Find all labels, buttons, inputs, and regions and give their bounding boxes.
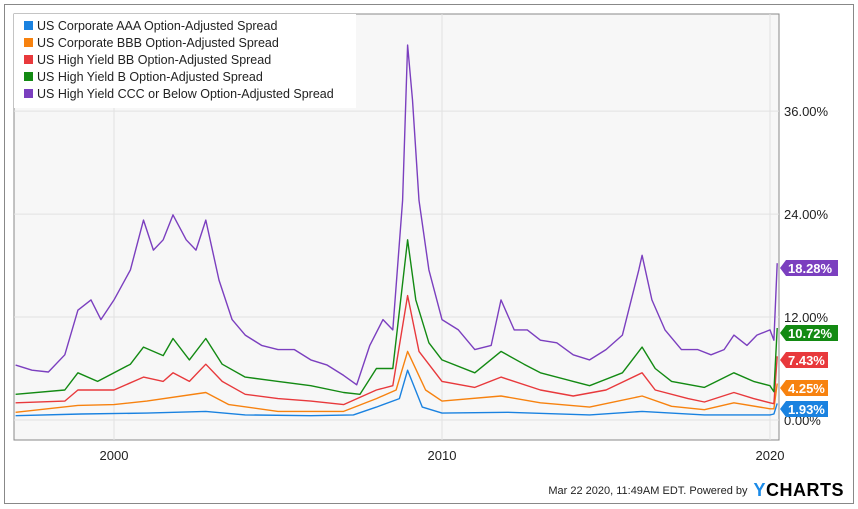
last-value-label: 18.28%	[788, 261, 833, 276]
legend-label: US High Yield CCC or Below Option-Adjust…	[37, 86, 334, 101]
legend-swatch	[24, 89, 33, 98]
legend-label: US High Yield B Option-Adjusted Spread	[37, 69, 263, 84]
series-line	[15, 350, 778, 413]
last-value-tag: 1.93%	[780, 401, 828, 417]
legend-label: US Corporate AAA Option-Adjusted Spread	[37, 18, 278, 33]
legend-label: US High Yield BB Option-Adjusted Spread	[37, 52, 272, 67]
ycharts-logo[interactable]: YCHARTS	[753, 480, 844, 500]
legend-item[interactable]: US High Yield CCC or Below Option-Adjust…	[14, 85, 356, 102]
powered-by: Powered by	[689, 484, 748, 497]
footer: Mar 22 2020, 11:49AM EDT. Powered by YCH…	[548, 480, 844, 501]
legend: US Corporate AAA Option-Adjusted Spread U…	[14, 14, 356, 108]
last-value-label: 7.43%	[788, 353, 825, 368]
legend-item[interactable]: US High Yield BB Option-Adjusted Spread	[14, 51, 356, 68]
last-value-label: 1.93%	[788, 402, 825, 417]
legend-swatch	[24, 21, 33, 30]
series-line	[15, 369, 778, 417]
x-tick-label: 2020	[756, 448, 785, 463]
x-tick-label: 2010	[428, 448, 457, 463]
legend-swatch	[24, 38, 33, 47]
y-tick-label: 12.00%	[784, 310, 829, 325]
y-tick-label: 36.00%	[784, 104, 829, 119]
legend-swatch	[24, 72, 33, 81]
last-value-label: 4.25%	[788, 381, 825, 396]
chart-frame	[4, 4, 854, 504]
legend-label: US Corporate BBB Option-Adjusted Spread	[37, 35, 279, 50]
last-value-tag: 18.28%	[780, 260, 838, 276]
last-value-tag: 4.25%	[780, 380, 828, 396]
x-tick-label: 2000	[100, 448, 129, 463]
last-value-tag: 7.43%	[780, 352, 828, 368]
series-line	[15, 44, 778, 386]
last-value-label: 10.72%	[788, 326, 833, 341]
last-value-tag: 10.72%	[780, 325, 838, 341]
legend-swatch	[24, 55, 33, 64]
series-line	[15, 294, 778, 406]
legend-item[interactable]: US Corporate BBB Option-Adjusted Spread	[14, 34, 356, 51]
legend-item[interactable]: US High Yield B Option-Adjusted Spread	[14, 68, 356, 85]
series-line	[15, 239, 778, 395]
y-tick-label: 24.00%	[784, 207, 829, 222]
timestamp: Mar 22 2020, 11:49AM EDT.	[548, 484, 687, 497]
legend-item[interactable]: US Corporate AAA Option-Adjusted Spread	[14, 17, 356, 34]
